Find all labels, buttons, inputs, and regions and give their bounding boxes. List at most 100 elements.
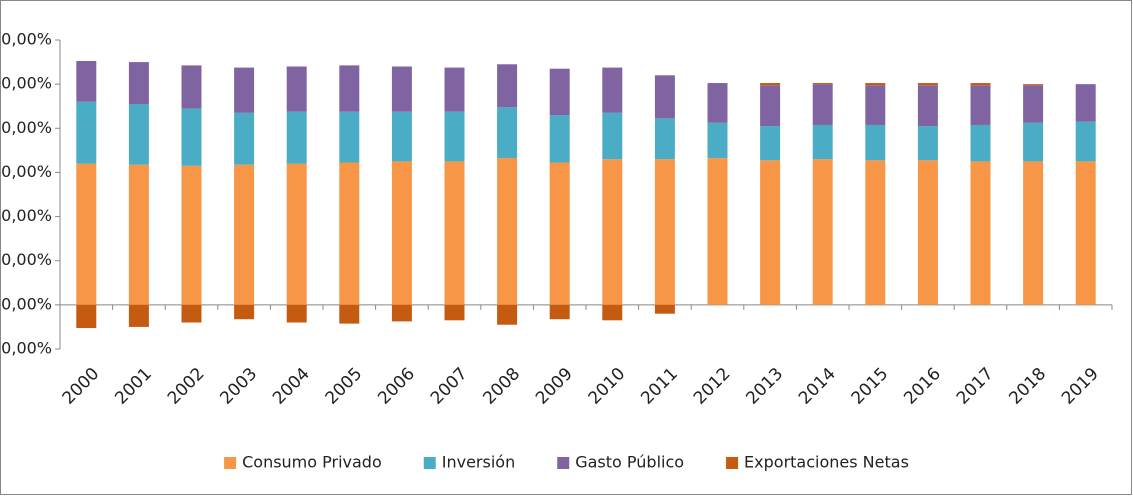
bar <box>444 161 465 305</box>
bar <box>654 159 675 305</box>
bar <box>1075 121 1096 162</box>
legend-label: Consumo Privado <box>242 453 382 472</box>
bar <box>970 161 991 305</box>
legend-item: Exportaciones Netas <box>726 453 909 472</box>
bar <box>602 159 623 305</box>
bar <box>812 83 833 85</box>
bar <box>654 118 675 160</box>
bar <box>391 161 412 305</box>
bar <box>497 64 518 108</box>
bar <box>1075 161 1096 305</box>
y-tick-label: 0,00% <box>1 294 52 313</box>
bar <box>917 160 938 305</box>
bar <box>234 304 255 320</box>
bar <box>970 85 991 125</box>
bar <box>286 304 307 323</box>
bar <box>76 163 97 305</box>
legend-swatch <box>224 457 237 469</box>
bar <box>602 112 623 160</box>
bar <box>812 84 833 125</box>
bar <box>234 164 255 305</box>
bar <box>970 124 991 162</box>
bar <box>444 111 465 162</box>
bar <box>128 62 149 105</box>
legend-item: Consumo Privado <box>224 453 382 472</box>
bar <box>1023 122 1044 162</box>
bar <box>812 124 833 160</box>
bar <box>497 304 518 325</box>
y-tick-label: 120,00% <box>0 30 52 49</box>
bar <box>444 304 465 321</box>
bar <box>1023 161 1044 305</box>
bar <box>760 85 781 127</box>
legend-item: Inversión <box>423 453 515 472</box>
bar <box>339 304 360 324</box>
bar <box>76 304 97 329</box>
bar <box>549 68 570 116</box>
legend-swatch <box>726 457 739 469</box>
bar <box>286 111 307 164</box>
bar <box>865 160 886 305</box>
bar <box>760 160 781 305</box>
y-tick-label: 40,00% <box>0 206 52 225</box>
bar <box>339 65 360 112</box>
bar <box>1023 85 1044 123</box>
bar <box>1075 84 1096 122</box>
bar <box>1023 84 1044 86</box>
bar <box>602 304 623 321</box>
y-tick-label: 80,00% <box>0 118 52 137</box>
bar <box>654 75 675 119</box>
bar <box>549 304 570 320</box>
bar <box>707 83 728 123</box>
bar <box>549 115 570 163</box>
bar <box>654 304 675 314</box>
bar <box>286 163 307 305</box>
bar <box>497 158 518 305</box>
legend-item: Gasto Público <box>557 453 684 472</box>
bar <box>234 112 255 165</box>
bar <box>128 164 149 305</box>
bar <box>760 126 781 161</box>
y-tick-label: 20,00% <box>0 250 52 269</box>
bar <box>812 159 833 305</box>
y-tick-label: 100,00% <box>0 74 52 93</box>
legend-label: Exportaciones Netas <box>744 453 909 472</box>
bar <box>128 104 149 165</box>
bar <box>865 124 886 161</box>
y-tick-label: -20,00% <box>0 339 52 358</box>
legend-swatch <box>557 457 570 469</box>
bar <box>707 122 728 159</box>
bar <box>444 67 465 112</box>
bar <box>602 67 623 113</box>
bar <box>549 162 570 305</box>
bar <box>917 126 938 161</box>
bar <box>234 67 255 113</box>
bar <box>339 162 360 305</box>
bar <box>181 65 202 109</box>
bar <box>391 66 412 112</box>
bar <box>128 304 149 327</box>
bar <box>707 158 728 305</box>
bar <box>181 108 202 166</box>
bar <box>917 85 938 127</box>
bar <box>865 85 886 125</box>
legend-label: Inversión <box>442 453 515 472</box>
legend-swatch <box>423 457 436 469</box>
bar <box>339 111 360 163</box>
bar <box>391 304 412 322</box>
bar <box>181 165 202 305</box>
bar <box>181 304 202 323</box>
bar <box>286 66 307 112</box>
bar <box>865 83 886 86</box>
bar <box>970 83 991 86</box>
bar <box>76 60 97 102</box>
bar <box>76 101 97 164</box>
bar <box>760 83 781 86</box>
bar <box>391 111 412 162</box>
bar <box>497 107 518 159</box>
legend-label: Gasto Público <box>575 453 684 472</box>
bar <box>917 83 938 86</box>
y-tick-label: 60,00% <box>0 162 52 181</box>
